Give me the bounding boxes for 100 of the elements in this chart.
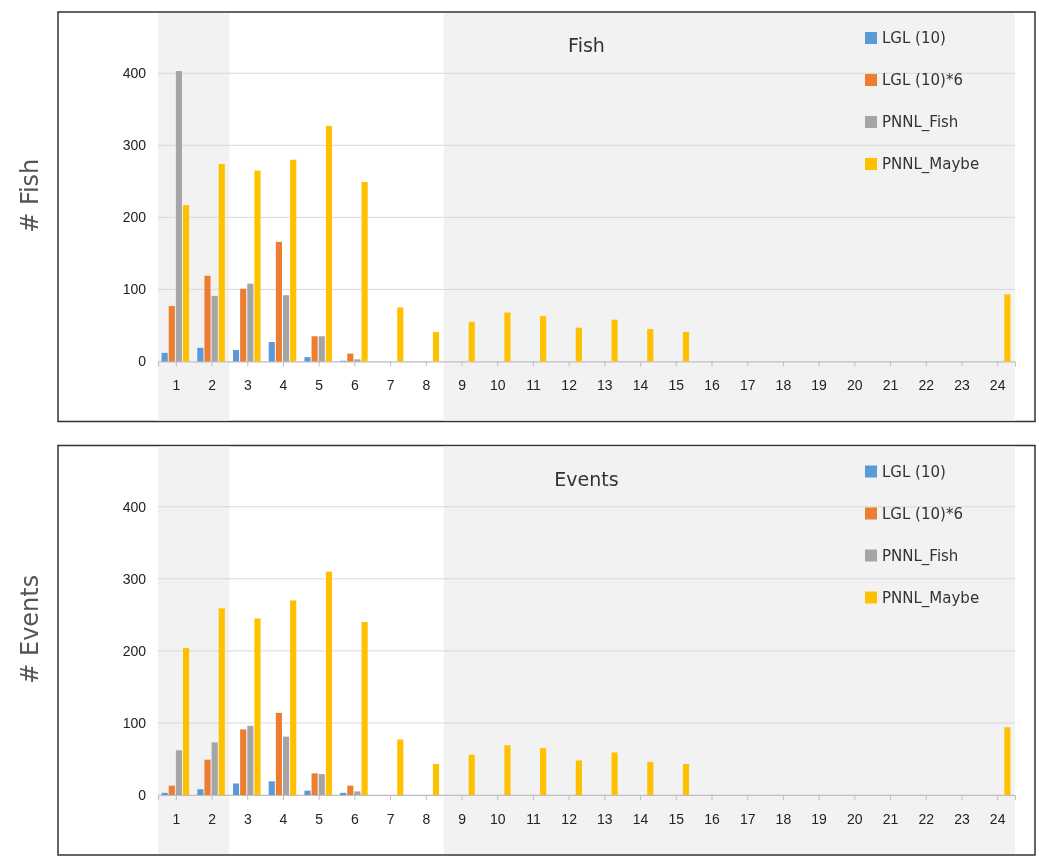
- x-tick-label: 20: [847, 377, 863, 394]
- x-tick-label: 15: [668, 377, 685, 394]
- x-tick-label: 3: [243, 810, 252, 827]
- chart-title: Fish: [568, 34, 605, 56]
- legend-label: LGL (10)*6: [882, 504, 963, 523]
- bar: [282, 295, 290, 362]
- x-tick-label: 18: [775, 810, 792, 827]
- bar: [647, 761, 654, 795]
- x-tick-label: 11: [526, 810, 541, 827]
- legend-label: LGL (10): [882, 462, 946, 481]
- bar: [611, 319, 618, 362]
- bar: [468, 754, 475, 795]
- x-tick-label: 19: [811, 810, 828, 827]
- bar: [397, 307, 404, 362]
- x-tick-label: 3: [243, 377, 252, 394]
- x-tick-label: 14: [632, 810, 649, 827]
- bar: [161, 792, 168, 795]
- bar: [168, 306, 175, 362]
- x-tick-label: 8: [422, 377, 431, 394]
- bar: [504, 745, 511, 795]
- bar: [275, 241, 282, 362]
- x-tick-label: 22: [918, 377, 935, 394]
- bar: [290, 600, 297, 795]
- bar: [240, 729, 247, 795]
- bar: [304, 790, 311, 795]
- x-tick-label: 19: [811, 377, 828, 394]
- y-tick-label: 300: [122, 137, 147, 154]
- bar: [318, 336, 325, 362]
- bar: [232, 783, 240, 795]
- bar: [282, 736, 290, 795]
- bar: [247, 283, 254, 362]
- y-axis-title: # Fish: [16, 158, 44, 233]
- x-tick-label: 11: [526, 377, 541, 394]
- bar: [168, 785, 175, 795]
- x-tick-label: 1: [172, 810, 181, 827]
- y-tick-label: 400: [122, 498, 147, 515]
- y-tick-label: 0: [138, 786, 147, 803]
- y-tick-label: 200: [122, 209, 147, 226]
- y-axis-title: # Events: [16, 574, 44, 684]
- bar: [347, 353, 354, 362]
- bar: [247, 725, 254, 795]
- x-tick-label: 24: [989, 377, 1006, 394]
- bar: [575, 760, 582, 795]
- bar: [354, 359, 361, 362]
- bar: [361, 182, 368, 362]
- x-tick-label: 6: [351, 377, 359, 394]
- x-tick-label: 12: [561, 377, 578, 394]
- bar: [432, 331, 440, 362]
- x-tick-label: 14: [632, 377, 649, 394]
- bar: [361, 622, 368, 795]
- x-tick-label: 21: [882, 810, 899, 827]
- x-tick-label: 12: [561, 810, 578, 827]
- y-tick-label: 300: [122, 570, 147, 587]
- bar: [218, 608, 225, 795]
- x-tick-label: 2: [208, 377, 217, 394]
- x-tick-label: 16: [704, 810, 720, 827]
- bar: [304, 357, 311, 362]
- legend-label: PNNL_Fish: [882, 546, 959, 566]
- bar: [175, 750, 182, 795]
- x-tick-label: 10: [489, 377, 506, 394]
- bar: [1004, 727, 1011, 795]
- bar: [254, 170, 261, 362]
- bar: [354, 791, 361, 795]
- x-tick-label: 23: [954, 377, 970, 394]
- x-tick-label: 17: [739, 377, 756, 394]
- x-tick-label: 7: [386, 810, 395, 827]
- x-tick-label: 22: [918, 810, 935, 827]
- bar: [240, 288, 247, 362]
- bar: [268, 781, 275, 795]
- bar: [311, 336, 318, 362]
- bar: [432, 764, 440, 795]
- bar: [1004, 294, 1011, 362]
- bar: [575, 327, 582, 362]
- x-tick-label: 1: [172, 377, 181, 394]
- legend-label: LGL (10): [882, 29, 946, 47]
- x-tick-label: 23: [954, 810, 970, 827]
- bar: [504, 312, 511, 362]
- bar: [647, 329, 654, 362]
- x-tick-label: 18: [775, 377, 792, 394]
- x-tick-label: 21: [882, 377, 899, 394]
- bar: [232, 349, 240, 362]
- bar: [682, 331, 690, 362]
- bar: [183, 205, 190, 362]
- bar: [311, 773, 318, 795]
- bar: [161, 352, 168, 362]
- bar: [183, 647, 190, 795]
- bar: [540, 748, 547, 795]
- bar: [204, 759, 211, 795]
- legend-label: PNNL_Fish: [882, 113, 959, 132]
- bar: [290, 159, 297, 362]
- x-tick-label: 4: [279, 810, 288, 827]
- x-tick-label: 13: [597, 810, 613, 827]
- legend-label: PNNL_Maybe: [882, 155, 980, 174]
- x-tick-label: 6: [351, 810, 359, 827]
- x-tick-label: 5: [315, 810, 324, 827]
- x-tick-label: 4: [279, 377, 288, 394]
- y-tick-label: 0: [138, 353, 147, 370]
- x-tick-label: 9: [458, 810, 467, 827]
- bar: [268, 342, 275, 362]
- bar: [275, 712, 282, 795]
